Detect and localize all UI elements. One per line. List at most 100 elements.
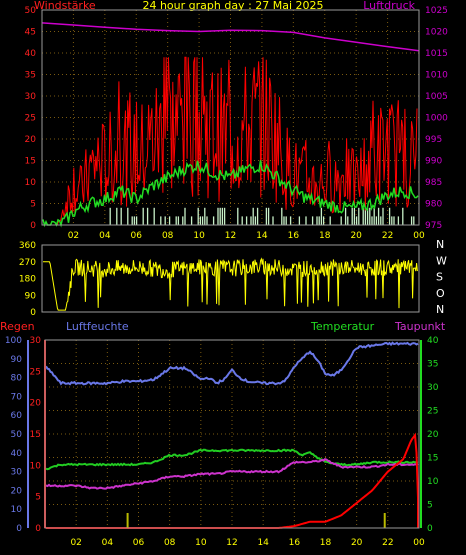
panel3-ytick-temperature: 30 bbox=[427, 383, 439, 393]
panel3-ytick-humidity: 90 bbox=[11, 355, 23, 365]
panel1-gust-bar bbox=[109, 207, 111, 225]
panel1-gust-bar bbox=[212, 216, 215, 225]
panel1-gust-bar bbox=[347, 216, 349, 225]
panel1-gust-bar bbox=[254, 216, 257, 225]
panel1-gust-bar bbox=[272, 216, 274, 225]
panel1-xtick: 04 bbox=[99, 231, 111, 241]
panel1-gust-bar bbox=[265, 207, 268, 225]
panel1-gust-bar bbox=[410, 216, 413, 225]
panel1-xtick: 06 bbox=[131, 231, 143, 241]
panel1-gust-bar bbox=[256, 207, 259, 225]
panel3-ytick-humidity: 80 bbox=[11, 374, 23, 384]
panel1-ytick-right: 1005 bbox=[425, 92, 448, 102]
panel1-gust-bar bbox=[241, 216, 243, 225]
panel2-direction-series bbox=[43, 257, 418, 311]
panel1-xtick: 00 bbox=[413, 231, 425, 241]
panel3-ytick-rain: 30 bbox=[30, 336, 42, 346]
panel3-ytick-temperature: 0 bbox=[427, 524, 433, 534]
panel2-ytick-left: 270 bbox=[19, 258, 36, 268]
panel3-ytick-temperature: 10 bbox=[427, 477, 439, 487]
panel3-series-temperature bbox=[45, 448, 419, 471]
panel1-ytick-right: 985 bbox=[425, 178, 442, 188]
panel1-gust-bar bbox=[289, 216, 292, 225]
panel1-ytick-left: 5 bbox=[30, 200, 36, 210]
panel2-ytick-right: O bbox=[436, 287, 445, 300]
panel2-frame bbox=[41, 244, 420, 313]
panel1-frame bbox=[41, 9, 420, 226]
panel3-ytick-rain: 5 bbox=[35, 493, 41, 503]
panel1-wind-bars bbox=[109, 207, 415, 225]
panel1-gust-bar bbox=[340, 216, 342, 225]
panel3-xtick: 02 bbox=[70, 538, 81, 548]
panel1-gust-bar bbox=[177, 216, 180, 225]
panel1-ytick-left: 30 bbox=[25, 92, 37, 102]
panel3-series-humidity bbox=[45, 341, 419, 386]
panel3-ytick-temperature: 5 bbox=[427, 501, 433, 511]
panel1-ytick-left: 35 bbox=[25, 71, 36, 81]
panel3-ytick-temperature: 25 bbox=[427, 407, 438, 417]
panel1-gust-bar bbox=[305, 216, 307, 225]
panel1-gust-bar bbox=[311, 216, 314, 225]
panel2-ytick-left: 0 bbox=[30, 308, 36, 318]
panel1-gust-bar bbox=[199, 216, 202, 225]
panel1-axes: 0510152025303540455097598098599099510001… bbox=[25, 6, 449, 241]
panel1-gust-bar bbox=[217, 207, 219, 225]
panel1-ytick-right: 975 bbox=[425, 221, 442, 231]
panel1-gust-bar bbox=[283, 216, 285, 225]
panel1-gust-bar bbox=[393, 216, 395, 225]
panel3-ytick-temperature: 15 bbox=[427, 454, 438, 464]
panel3-frame bbox=[44, 339, 420, 529]
panel1-gust-bar bbox=[237, 207, 239, 225]
label-temperature: Temperatur bbox=[310, 320, 375, 333]
panel1-gust-bar bbox=[377, 207, 380, 225]
panel1-xtick: 08 bbox=[162, 231, 174, 241]
chart-title: 24 hour graph day : 27 Mai 2025 bbox=[142, 0, 323, 12]
panel1-gust-bar bbox=[320, 207, 323, 225]
panel1-wind-series bbox=[41, 22, 420, 228]
panel1-gust-bar bbox=[206, 216, 208, 225]
panel1-xtick: 12 bbox=[225, 231, 236, 241]
panel1-gust-bar bbox=[120, 207, 122, 225]
panel1-ytick-left: 20 bbox=[25, 135, 37, 145]
panel1-gust-bar bbox=[362, 207, 364, 225]
panel1-gust-bar bbox=[221, 207, 224, 225]
panel1-ytick-left: 40 bbox=[25, 49, 37, 59]
header-left-label: Windstärke bbox=[34, 0, 96, 12]
panel2-ytick-left: 180 bbox=[19, 275, 36, 285]
panel1-ytick-left: 15 bbox=[25, 157, 36, 167]
panel1-gust-bar bbox=[373, 207, 375, 225]
panel3-ytick-humidity: 0 bbox=[16, 524, 22, 534]
panel1-gust-bar bbox=[316, 216, 318, 225]
panel3-ytick-rain: 10 bbox=[30, 461, 42, 471]
panel3-xtick: 00 bbox=[413, 538, 425, 548]
panel1-gust-bar bbox=[388, 207, 391, 225]
panel3-xtick: 06 bbox=[133, 538, 145, 548]
panel3-ytick-humidity: 20 bbox=[11, 486, 23, 496]
panel1-gust-bar bbox=[168, 216, 171, 225]
panel1-gust-bar bbox=[375, 216, 378, 225]
panel1-gust-bar bbox=[402, 207, 404, 225]
panel3-axes: 02 04 06 08 10 12 14 16 18 20 22 000102030405060708… bbox=[5, 336, 439, 548]
panel1-gust-bar bbox=[142, 207, 144, 225]
panel3-ytick-humidity: 40 bbox=[11, 449, 23, 459]
panel3-ytick-humidity: 30 bbox=[11, 468, 23, 478]
panel3-ytick-rain: 20 bbox=[30, 399, 42, 409]
panel1-series-wind-avg bbox=[42, 160, 419, 228]
panel1-ytick-right: 1025 bbox=[425, 6, 448, 16]
panel1-gust-bar bbox=[351, 207, 353, 225]
panel3-xtick: 20 bbox=[351, 538, 363, 548]
panel1-gust-bar bbox=[175, 216, 177, 225]
panel1-gust-bar bbox=[182, 216, 184, 225]
panel1-gust-bar bbox=[164, 216, 166, 225]
panel1-gust-bar bbox=[371, 216, 373, 225]
panel1-gust-bar bbox=[366, 207, 369, 225]
panel1-gust-bar bbox=[397, 216, 400, 225]
panel1-ytick-left: 45 bbox=[25, 28, 36, 38]
panel3-grid bbox=[45, 339, 420, 529]
label-humidity: Luftfeuchte bbox=[66, 320, 129, 333]
panel1-ytick-right: 990 bbox=[425, 157, 442, 167]
panel1-xtick: 18 bbox=[319, 231, 331, 241]
panel3-series-dewpoint bbox=[45, 457, 419, 490]
